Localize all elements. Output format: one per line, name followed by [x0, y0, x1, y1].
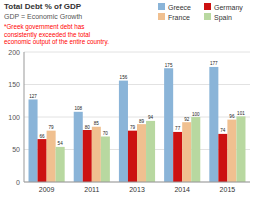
- data-label: 96: [229, 114, 235, 119]
- data-label: 101: [237, 111, 245, 116]
- data-label: 74: [220, 128, 226, 133]
- legend-swatch: [158, 13, 165, 20]
- grid-line: [24, 182, 250, 183]
- bar: [146, 121, 155, 182]
- x-tick-label: 2013: [129, 186, 145, 193]
- data-label: 175: [165, 63, 173, 68]
- data-label: 77: [175, 126, 181, 131]
- bar: [101, 137, 110, 183]
- bar: [47, 131, 56, 182]
- data-label: 85: [94, 121, 100, 126]
- x-tick-label: 2011: [84, 186, 99, 193]
- data-label: 79: [130, 125, 136, 130]
- legend: Greece Germany France Spain: [158, 3, 243, 22]
- bar: [83, 130, 92, 182]
- data-label: 177: [210, 61, 218, 66]
- x-tick-label: 2009: [39, 186, 55, 193]
- legend-swatch: [204, 13, 211, 20]
- bar: [191, 117, 200, 182]
- bar: [227, 120, 236, 182]
- bar: [56, 147, 65, 182]
- x-tick-label: 2015: [220, 186, 236, 193]
- data-label: 66: [40, 134, 46, 139]
- y-tick-label: 200: [8, 49, 20, 56]
- grid-line: [24, 52, 250, 53]
- subtitle: GDP = Economic Growth: [4, 13, 82, 20]
- bars: [29, 67, 246, 182]
- legend-label: Spain: [214, 14, 232, 22]
- bar: [236, 116, 245, 182]
- bar: [218, 134, 227, 182]
- annotation-line: economic output of the entire country.: [4, 38, 109, 46]
- bar: [137, 124, 146, 182]
- y-tick-label: 0: [16, 179, 20, 186]
- grid: [24, 52, 250, 182]
- bar: [74, 112, 83, 182]
- data-labels: 127 108 156 175 177 66 80 79 77 74 79 85 89 92 96 54 70 9…: [29, 61, 245, 146]
- data-label: 100: [192, 112, 200, 117]
- legend-swatch: [204, 3, 211, 10]
- legend-label: Germany: [214, 4, 243, 12]
- bar: [182, 122, 191, 182]
- bar: [38, 139, 47, 182]
- bar: [119, 81, 128, 182]
- bar: [164, 68, 173, 182]
- bar: [173, 132, 182, 182]
- bar: [209, 67, 218, 182]
- data-label: 80: [85, 125, 91, 130]
- y-tick-label: 150: [8, 81, 20, 88]
- y-tick-label: 50: [12, 146, 20, 153]
- annotation: *Greek government debt hasconsistently e…: [4, 23, 109, 46]
- legend-label: France: [168, 14, 190, 21]
- title: Total Debt % of GDP: [4, 2, 82, 11]
- data-label: 70: [103, 131, 109, 136]
- bar: [128, 131, 137, 182]
- data-label: 92: [184, 117, 190, 122]
- data-label: 94: [148, 115, 154, 120]
- data-label: 54: [58, 141, 64, 146]
- bar: [92, 127, 101, 182]
- x-axis-line: [24, 182, 250, 183]
- data-label: 89: [139, 119, 145, 124]
- legend-swatch: [158, 3, 165, 10]
- data-label: 127: [29, 94, 37, 99]
- data-label: 108: [74, 106, 82, 111]
- data-label: 79: [49, 125, 55, 130]
- x-tick-label: 2014: [174, 186, 190, 193]
- y-axis-line: [24, 52, 25, 182]
- data-label: 156: [120, 75, 128, 80]
- legend-label: Greece: [168, 4, 191, 11]
- y-tick-label: 100: [8, 114, 20, 121]
- bar: [29, 99, 38, 182]
- chart: Total Debt % of GDP GDP = Economic Growth…: [0, 0, 254, 197]
